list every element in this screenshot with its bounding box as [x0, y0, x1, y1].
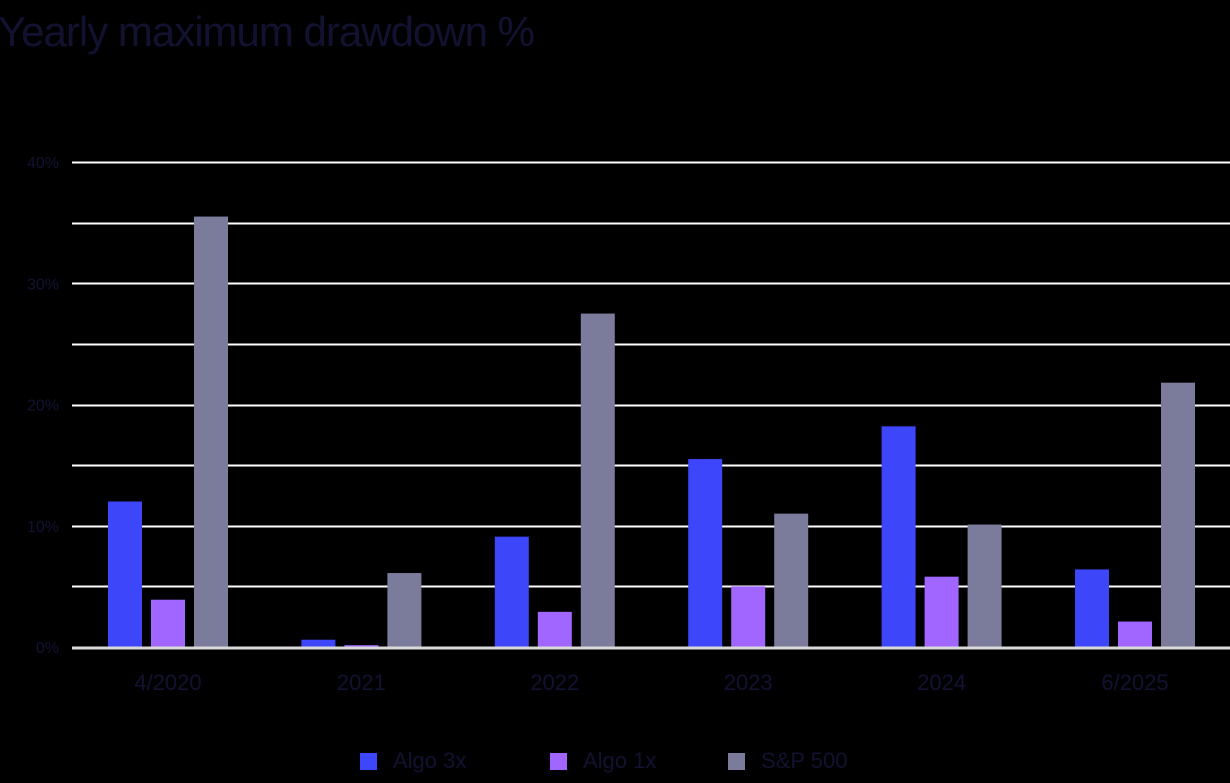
legend-item-sp500[interactable]: S&P 500 [728, 748, 847, 774]
bar [537, 611, 572, 647]
y-tick-label: 20% [27, 398, 59, 415]
y-tick-label: 40% [27, 155, 59, 172]
bars [108, 216, 1195, 647]
bar [774, 513, 809, 647]
bar-group [881, 426, 1002, 647]
bar-group [494, 313, 615, 647]
x-tick-label: 4/2020 [134, 670, 201, 695]
bar-group [688, 459, 809, 647]
bar [108, 501, 142, 647]
legend-label: Algo 3x [393, 748, 467, 773]
bar [924, 576, 959, 647]
bar [1075, 569, 1109, 647]
gridlines [72, 161, 1230, 588]
x-tick-label: 2023 [724, 670, 773, 695]
x-tick-label: 6/2025 [1101, 670, 1168, 695]
bar [1118, 621, 1152, 647]
legend-label: S&P 500 [761, 748, 848, 773]
y-tick-label: 30% [27, 276, 59, 293]
x-tick-label: 2022 [530, 670, 579, 695]
bar [344, 645, 379, 647]
legend-item-algo-3x[interactable]: Algo 3x [360, 748, 466, 774]
chart-title: Yearly maximum drawdown % [0, 8, 535, 55]
bar [967, 524, 1002, 647]
y-tick-label: 10% [27, 519, 59, 536]
x-tick-label: 2021 [337, 670, 386, 695]
x-tick-label: 2024 [917, 670, 966, 695]
legend: Algo 3x Algo 1x S&P 500 [0, 748, 1230, 780]
bar [301, 639, 336, 647]
bar [731, 586, 766, 647]
y-axis-tick-labels: 0% 10% 20% 30% 40% [27, 155, 59, 657]
bar [881, 426, 916, 647]
bar [387, 573, 422, 647]
legend-swatch-sp500 [728, 752, 745, 770]
bar [580, 313, 615, 647]
bar [688, 459, 723, 647]
legend-label: Algo 1x [583, 748, 657, 773]
bar [194, 216, 228, 647]
bar [494, 536, 529, 647]
legend-item-algo-1x[interactable]: Algo 1x [550, 748, 656, 774]
bar-group [301, 573, 422, 647]
bar [1161, 382, 1195, 647]
bar-group [108, 216, 228, 647]
bar [151, 599, 185, 647]
legend-swatch-algo-1x [550, 752, 567, 770]
legend-swatch-algo-3x [360, 752, 377, 770]
y-tick-label: 0% [36, 640, 59, 657]
bar-group [1075, 382, 1195, 647]
x-axis-tick-labels: 4/2020 2021 2022 2023 2024 6/2025 [134, 670, 1168, 695]
